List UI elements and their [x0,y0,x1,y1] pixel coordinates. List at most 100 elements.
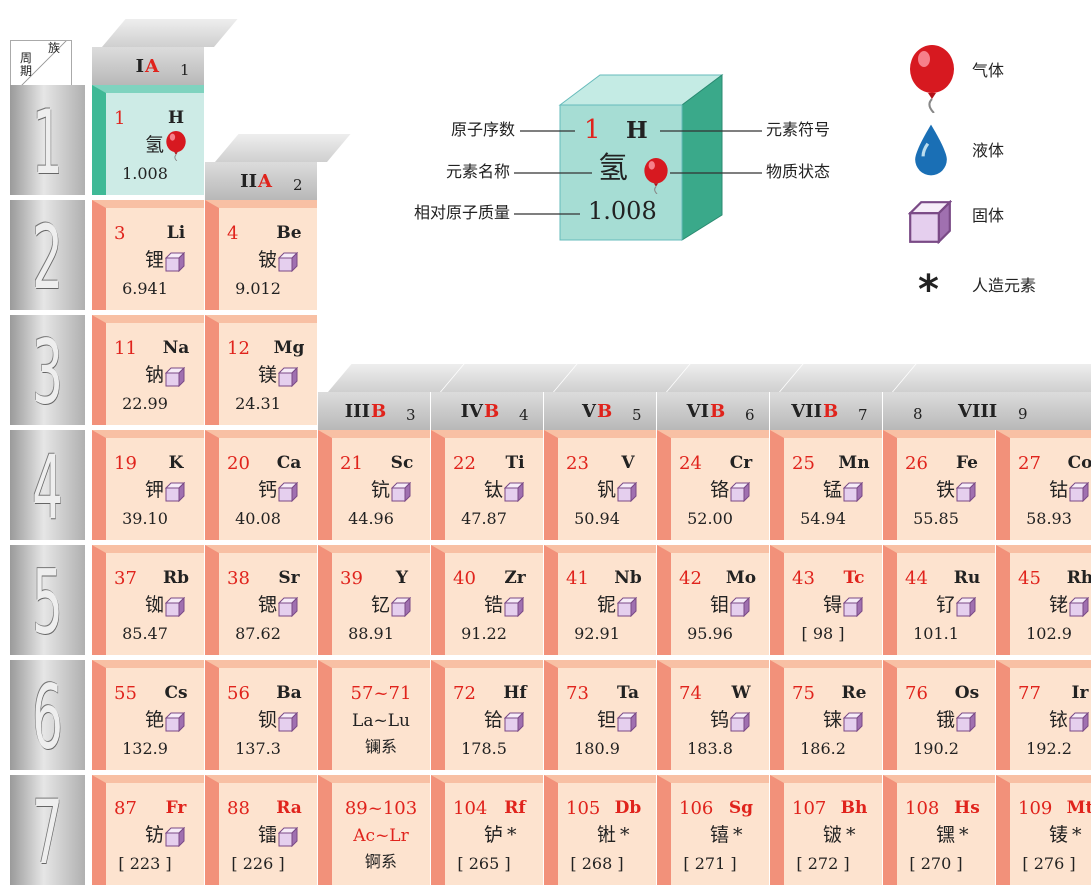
icon-shape [616,481,638,503]
icon-shape [1069,487,1084,502]
atomic-mass: 40.08 [235,509,281,528]
state-icon [912,122,950,178]
group-number: 3 [406,406,416,424]
element-cell [770,660,882,770]
icon-shape [729,711,751,733]
icon-shape [278,257,293,272]
atomic-number: 26 [905,453,928,474]
icon-shape [277,826,299,848]
group-number: 8 [913,405,923,423]
state-icon [503,711,525,733]
icon-shape [648,161,655,170]
state-icon [1068,481,1090,503]
icon-shape [1068,481,1090,503]
atomic-mass: [ 223 ] [118,854,172,873]
legend-label: 人造元素 [972,276,1037,295]
element-name: 钙 [257,479,277,501]
icon-shape [730,717,745,732]
icon-shape [165,602,180,617]
element-cell [657,545,769,655]
element-symbol: Ra [276,798,302,818]
icon-shape [1068,596,1090,618]
element-name: 𬭊 [596,824,616,846]
atomic-mass: 95.96 [687,624,733,643]
icon-shape [842,596,864,618]
element-name: 钛 [483,479,503,501]
atomic-mass: 47.87 [461,509,507,528]
key-label: 原子序数 [450,120,515,139]
element-cell [544,660,656,770]
state-icon [955,481,977,503]
period-block [10,660,85,770]
element-symbol: La~Lu [352,711,410,731]
icon-shape [1069,717,1084,732]
atomic-number: 56 [227,683,250,704]
atomic-mass: [ 272 ] [796,854,850,873]
atomic-mass: 39.10 [122,509,168,528]
element-symbol: Be [276,223,302,243]
icon-shape [928,93,936,99]
atomic-number: 43 [792,568,815,589]
element-name: 锂 [144,249,164,271]
group-header [657,392,769,430]
icon-shape [277,481,299,503]
icon-shape [503,711,525,733]
atomic-number: 107 [792,798,827,819]
element-symbol: Fr [165,798,187,818]
state-icon [1068,711,1090,733]
icon-shape [617,602,632,617]
group-roman: VIII [958,401,998,422]
state-icon [164,826,186,848]
period-label: 6 [32,666,63,769]
icon-shape [956,717,971,732]
element-name: 铱 [1048,709,1068,731]
state-icon [616,481,638,503]
state-icon [164,711,186,733]
icon-shape [1068,711,1090,733]
element-symbol: Mo [725,568,757,588]
icon-shape [955,596,977,618]
key-label: 元素名称 [445,162,510,181]
element-symbol: Hf [503,683,527,703]
icon-shape [1069,602,1084,617]
group-roman: I [135,56,144,77]
group-letter: B [823,401,839,422]
atomic-number: 11 [114,338,137,359]
state-icon [842,596,864,618]
atomic-mass: [ 226 ] [231,854,285,873]
atomic-mass: 192.2 [1026,739,1072,758]
icon-shape [174,152,178,155]
atomic-number: 57~71 [350,683,412,704]
element-cell [318,545,430,655]
artificial-mark: * [733,824,743,846]
legend-label: 液体 [972,141,1005,160]
group-header [205,162,317,200]
element-cell [431,430,543,540]
group-number: 1 [180,61,190,79]
element-cell [318,775,430,885]
element-symbol: Re [841,683,867,703]
element-name: 铬 [709,479,729,501]
element-cell [92,545,204,655]
element-name: 钾 [144,479,164,501]
key-name: 氢 [598,151,628,186]
artificial-mark: * [507,824,517,846]
element-name: 钠 [144,364,164,386]
icon-shape [391,487,406,502]
icon-shape [921,142,930,157]
group-letter: B [484,401,500,422]
key-symbol: H [626,117,648,144]
element-symbol: Sr [278,568,300,588]
group-roman: IV [460,401,483,422]
state-icon [277,596,299,618]
state-icon [390,481,412,503]
element-symbol: Sg [728,798,754,818]
group-header [770,392,882,430]
atomic-mass: 85.47 [122,624,168,643]
element-cell [92,200,204,310]
atomic-number: 24 [679,453,702,474]
state-icon [729,596,751,618]
element-name: 钼 [709,594,729,616]
icon-shape [166,131,186,162]
